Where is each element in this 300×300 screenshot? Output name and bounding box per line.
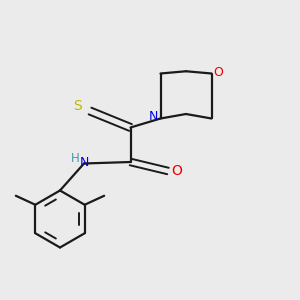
Text: N: N <box>149 110 159 124</box>
Text: O: O <box>213 65 223 79</box>
Text: N: N <box>79 156 89 170</box>
Text: S: S <box>74 99 82 112</box>
Text: O: O <box>171 164 182 178</box>
Text: H: H <box>71 152 80 165</box>
